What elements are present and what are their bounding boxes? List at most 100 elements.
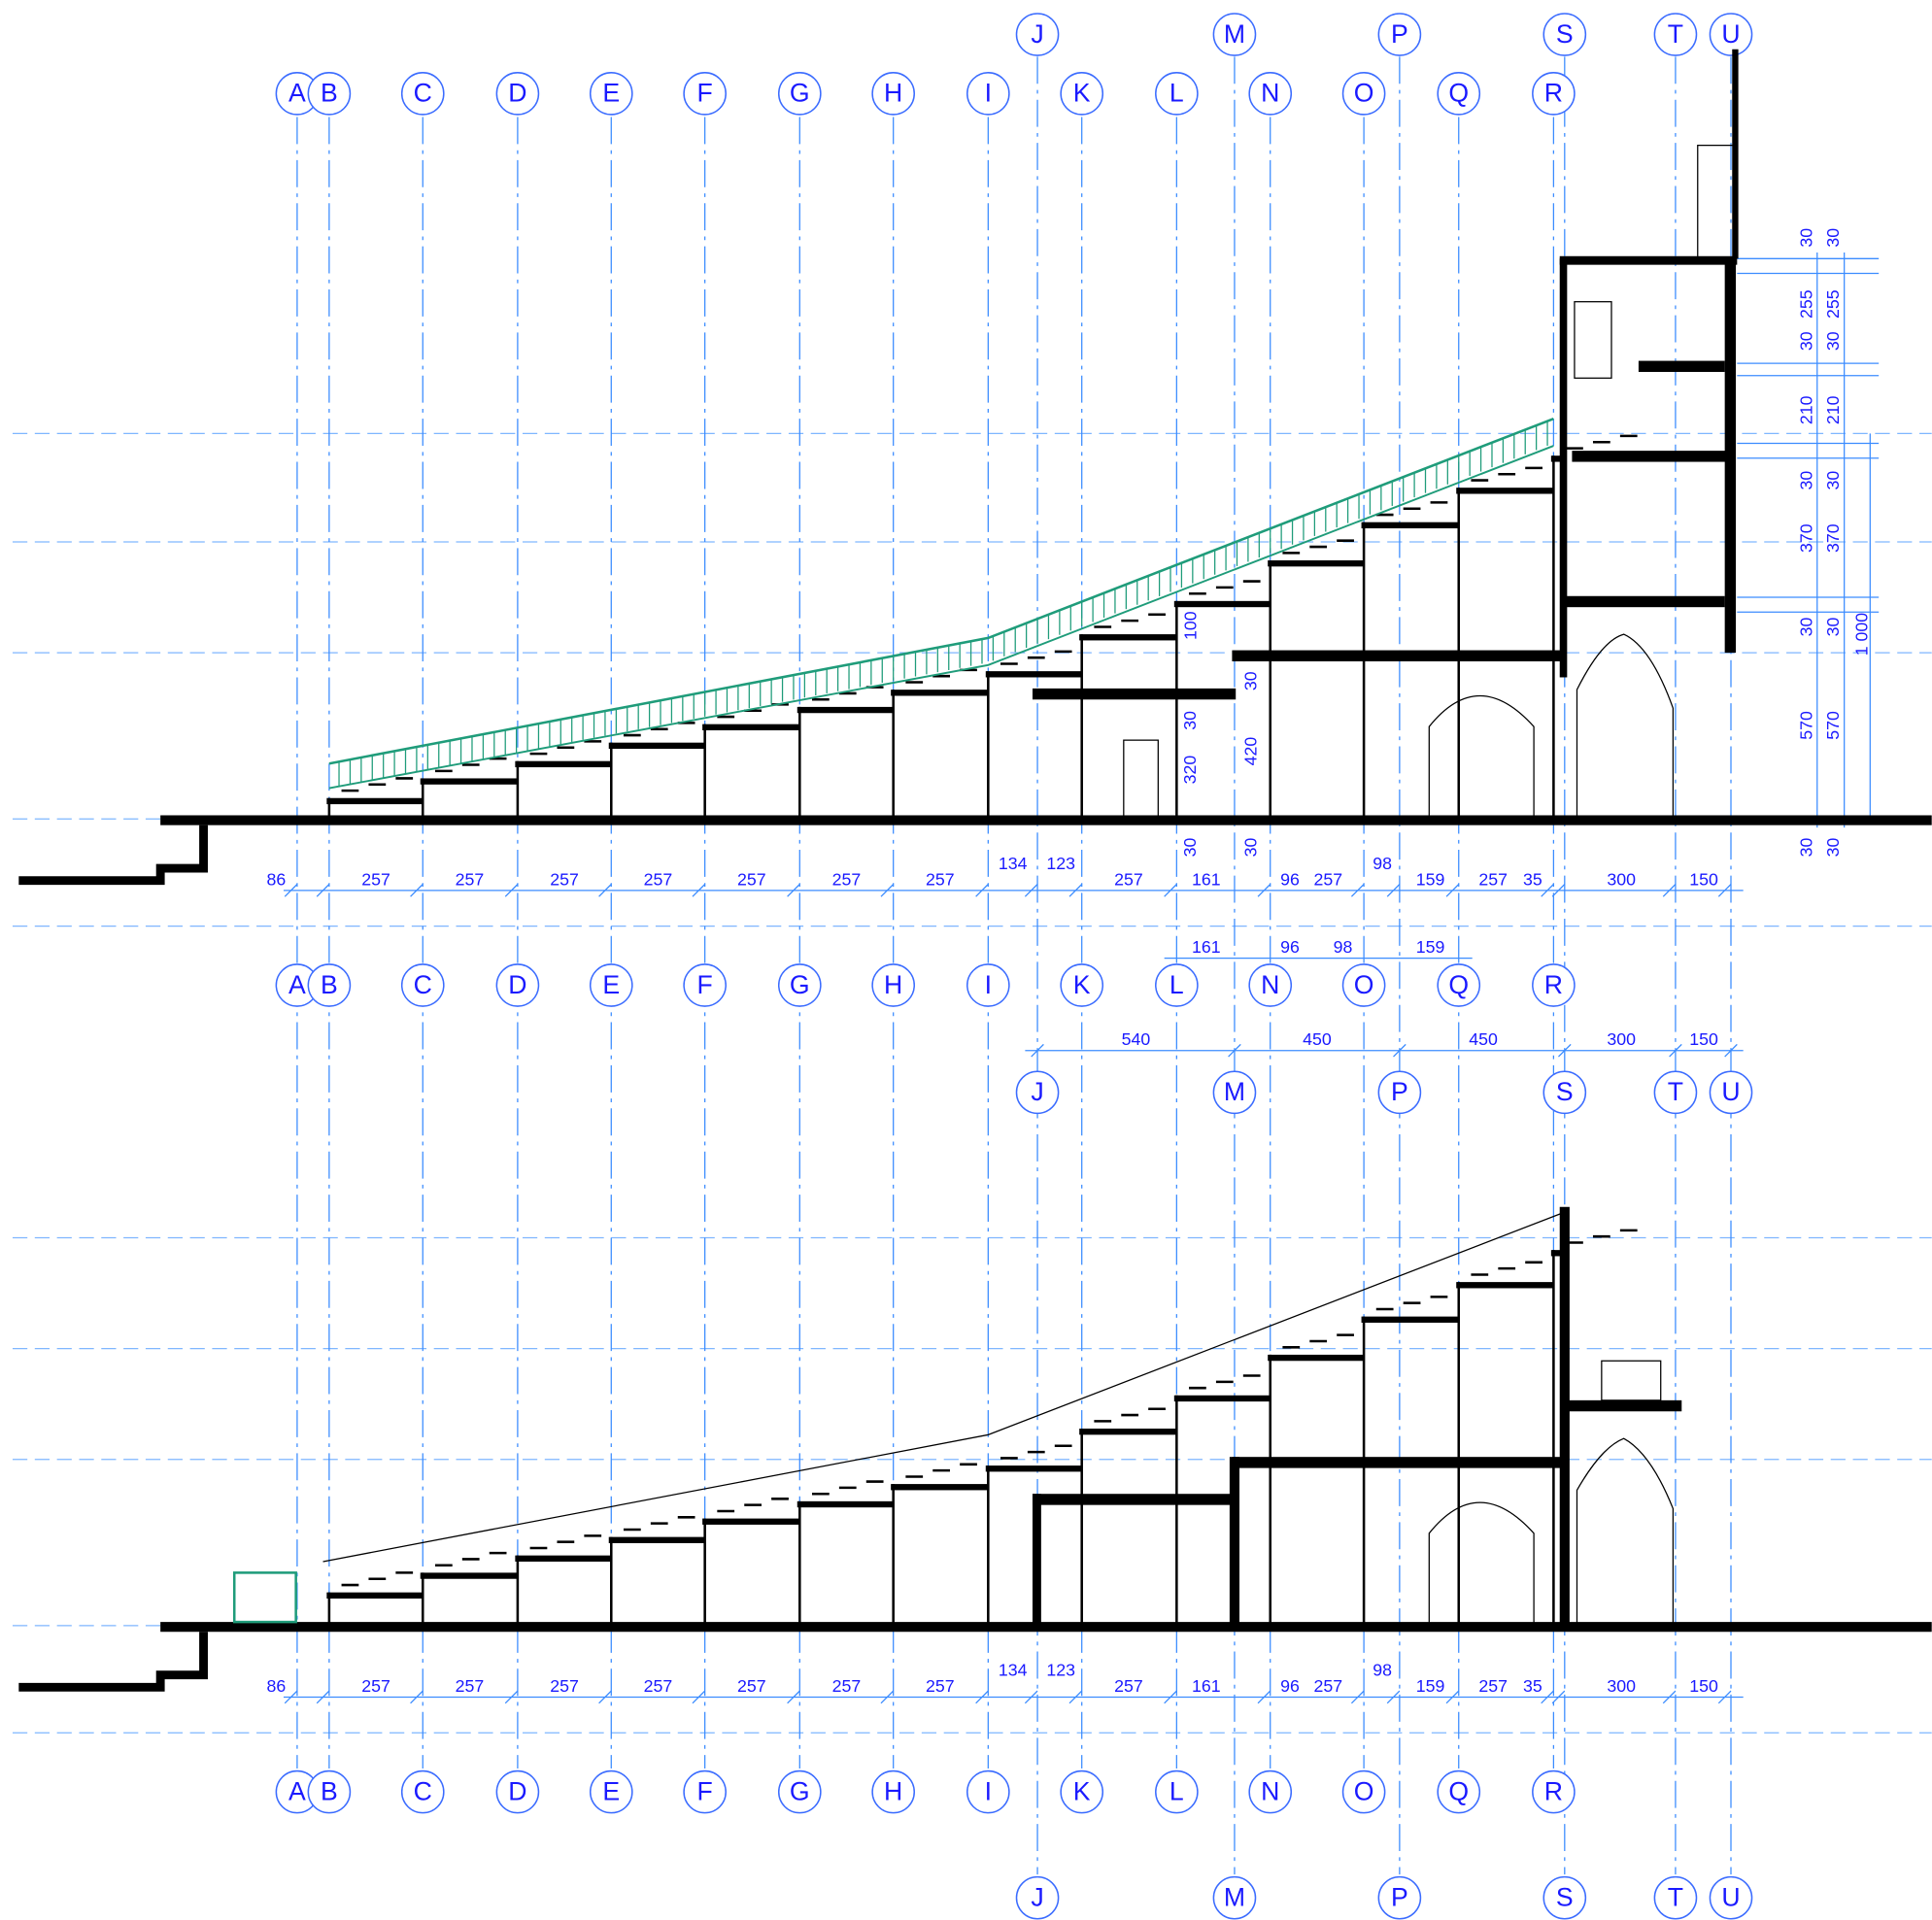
axis-label: A xyxy=(288,970,306,999)
dimension-tick xyxy=(1445,1690,1460,1704)
axis-bubble xyxy=(1709,13,1753,56)
axis-bubble xyxy=(1377,1070,1422,1115)
tier-slab xyxy=(1550,455,1563,462)
dimension-label: 255 xyxy=(1796,289,1815,319)
axis-label: P xyxy=(1391,1077,1408,1106)
axis-bubble xyxy=(1212,1875,1257,1920)
dimension-label: 150 xyxy=(1689,1676,1718,1696)
dimension-tick xyxy=(1024,884,1038,897)
axis-label: F xyxy=(697,970,713,999)
axis-label: L xyxy=(1169,1776,1184,1805)
axis-bubble xyxy=(1155,72,1199,116)
axis-label: I xyxy=(985,79,992,108)
axis-bubble xyxy=(589,963,633,1007)
tier-slab xyxy=(797,1500,894,1508)
dimension-label: 86 xyxy=(266,869,286,889)
axis-bubble xyxy=(1060,963,1104,1007)
dimension-tick xyxy=(316,884,330,897)
dimension-label: 570 xyxy=(1823,711,1843,740)
foundation-step xyxy=(18,825,208,886)
arch xyxy=(1576,633,1675,821)
axis-label: C xyxy=(414,79,432,108)
dimension-label: 159 xyxy=(1416,869,1445,889)
dimension-tick xyxy=(284,1690,298,1704)
dimension-label: 257 xyxy=(832,1676,862,1696)
tier-slab xyxy=(797,706,894,714)
dimension-tick xyxy=(1541,884,1554,897)
dimension-label: 123 xyxy=(1046,1661,1075,1680)
tier-slab xyxy=(891,1484,989,1491)
axis-bubble xyxy=(1377,1875,1422,1920)
dimension-label: 570 xyxy=(1796,711,1815,740)
dimension-label: 30 xyxy=(1240,837,1260,857)
dimension-label: 257 xyxy=(644,1676,673,1696)
dimension-label: 210 xyxy=(1823,395,1843,424)
dimension-label: 257 xyxy=(737,1676,766,1696)
axis-bubble xyxy=(966,72,1010,116)
axis-bubble xyxy=(871,72,915,116)
dimension-label: 320 xyxy=(1180,756,1200,785)
axis-bubble xyxy=(495,963,540,1007)
axis-label: G xyxy=(790,1776,810,1805)
axis-label: J xyxy=(1031,1077,1043,1106)
axis-label: N xyxy=(1261,970,1279,999)
dimension-tick xyxy=(1386,1690,1401,1704)
tier-slab xyxy=(985,1465,1082,1472)
tier-slab xyxy=(1550,1250,1563,1257)
dimension-label: 450 xyxy=(1469,1029,1498,1049)
dimension-tick xyxy=(1068,1690,1083,1704)
dimension-tick xyxy=(598,884,612,897)
dimension-label: 30 xyxy=(1796,228,1815,248)
dimension-tick xyxy=(1551,1690,1566,1704)
axis-label: R xyxy=(1544,1776,1563,1805)
axis-bubble xyxy=(777,72,822,116)
axis-bubble xyxy=(966,963,1010,1007)
dimension-label: 30 xyxy=(1823,617,1843,636)
axis-label: K xyxy=(1073,970,1091,999)
dimension-label: 257 xyxy=(1478,869,1508,889)
axis-label: P xyxy=(1391,1882,1408,1911)
dimension-tick xyxy=(284,884,298,897)
dimension-tick xyxy=(410,884,424,897)
axis-bubble xyxy=(871,1769,915,1814)
axis-bubble xyxy=(1542,1070,1587,1115)
axis-bubble xyxy=(1341,1769,1386,1814)
axis-label: C xyxy=(414,1776,432,1805)
arch xyxy=(1576,1437,1675,1626)
tier-slab xyxy=(1173,1395,1271,1402)
dimension-tick xyxy=(787,1690,800,1704)
dimension-tick xyxy=(1669,1043,1682,1058)
tier-slab xyxy=(1268,559,1365,567)
axis-bubble xyxy=(1437,72,1481,116)
dimension-label: 123 xyxy=(1046,854,1075,873)
axis-label: L xyxy=(1169,79,1184,108)
dimension-label: 30 xyxy=(1796,331,1815,351)
dimension-tick xyxy=(1724,1043,1738,1058)
dimension-label: 30 xyxy=(1180,711,1200,730)
dimension-label: 257 xyxy=(456,1676,485,1696)
dimension-label: 300 xyxy=(1607,1029,1636,1049)
dimension-label: 96 xyxy=(1280,1676,1300,1696)
axis-bubble xyxy=(1212,13,1257,56)
axis-bubble xyxy=(1532,963,1576,1007)
dimension-tick xyxy=(1031,1043,1044,1058)
tier-slab xyxy=(608,1536,705,1543)
axis-label: I xyxy=(985,1776,992,1805)
floor-slab xyxy=(1572,451,1726,462)
dimension-label: 150 xyxy=(1689,869,1718,889)
dimension-label: 257 xyxy=(550,869,579,889)
axis-label: O xyxy=(1354,970,1374,999)
dimension-label: 98 xyxy=(1373,1661,1392,1680)
dimension-tick xyxy=(975,884,989,897)
dimension-label: 30 xyxy=(1796,471,1815,490)
axis-label: H xyxy=(884,1776,902,1805)
axis-label: T xyxy=(1668,1077,1683,1106)
axis-label: H xyxy=(884,970,902,999)
axis-label: Q xyxy=(1448,79,1469,108)
axis-bubble xyxy=(1341,72,1386,116)
dimension-label: 257 xyxy=(1478,1676,1508,1696)
dimension-tick xyxy=(1350,884,1365,897)
dimension-tick xyxy=(1164,1690,1177,1704)
axis-bubble xyxy=(495,72,540,116)
